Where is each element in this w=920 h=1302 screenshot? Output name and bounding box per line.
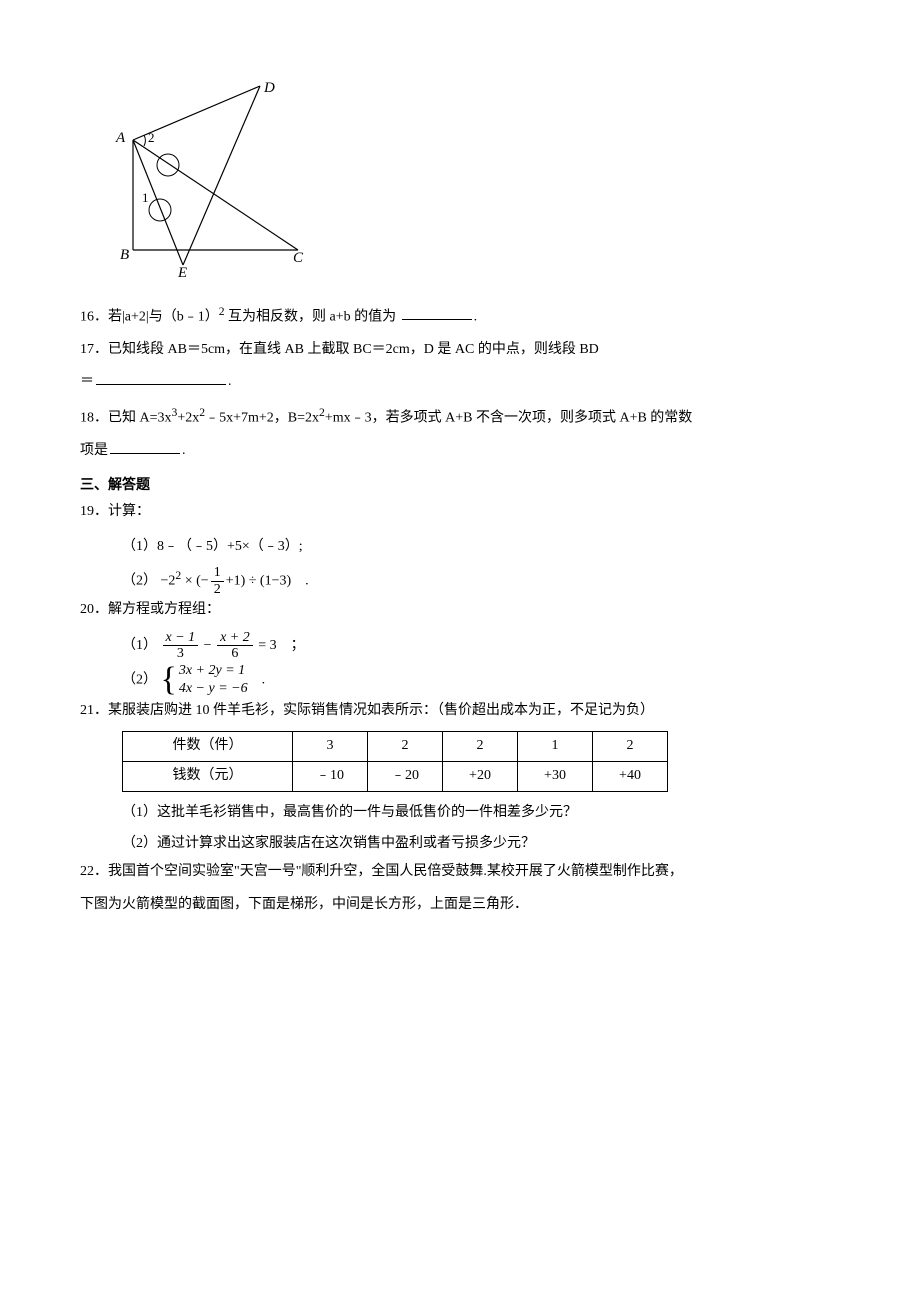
q20-f1: x − 13 [163, 630, 199, 662]
r2-label: 钱数（元） [123, 761, 293, 791]
r1c4: 1 [518, 731, 593, 761]
q19-p2-a: −2 [161, 574, 176, 589]
section3-header: 三、解答题 [80, 471, 840, 498]
q20-eq: = 3 [255, 638, 277, 653]
r1c1: 3 [293, 731, 368, 761]
q19-p2: （2） −2 2 × (−12+1) ÷ (1−3) . [122, 563, 840, 597]
r1c2: 2 [368, 731, 443, 761]
q20-eq1: 3x + 2y = 1 [179, 662, 248, 680]
q20-f2: x + 26 [217, 630, 253, 662]
q19-frac-den: 2 [211, 582, 224, 597]
r2c3: +20 [443, 761, 518, 791]
q21-title: 21．某服装店购进 10 件羊毛衫，实际销售情况如表所示：（售价超出成本为正，不… [80, 698, 840, 725]
q20-p1: （1） x − 13 − x + 26 = 3 ； [122, 630, 840, 662]
q19-p2-prefix: （2） [122, 574, 157, 589]
q20-eq2: 4x − y = −6 [179, 680, 248, 698]
q20-p2-suffix: . [248, 672, 266, 687]
q18-line2-prefix: 项是 [80, 443, 108, 458]
triangle-diagram-svg: A B C D E 1 2 [108, 80, 308, 280]
q18-line1: 18．已知 A=3x3+2x2﹣5x+7m+2，B=2x2+mx﹣3，若多项式 … [80, 402, 840, 432]
q19-title: 19．计算： [80, 499, 840, 526]
q20-f1-num: x − 1 [163, 630, 199, 646]
q19-p1: （1）8﹣（﹣5）+5×（﹣3）; [122, 532, 840, 563]
q18-b: +2x [177, 411, 199, 426]
q17-line2-suffix: . [228, 374, 232, 389]
q20-f2-den: 6 [217, 646, 253, 661]
q19-p2-c: +1) ÷ (1−3) [226, 574, 291, 589]
q20-p2-prefix: （2） [122, 672, 157, 687]
label-1: 1 [142, 190, 149, 205]
q15-diagram: A B C D E 1 2 [108, 80, 840, 291]
table-row: 件数（件） 3 2 2 1 2 [123, 731, 668, 761]
q19-p2-b: × (− [181, 574, 208, 589]
q18-line2-suffix: . [182, 443, 186, 458]
q17-line2-prefix: ＝ [80, 374, 94, 389]
q22-line1: 22．我国首个空间实验室"天宫一号"顺利升空，全国人民倍受鼓舞.某校开展了火箭模… [80, 859, 840, 886]
q17-line1: 17．已知线段 AB＝5cm，在直线 AB 上截取 BC＝2cm，D 是 AC … [80, 337, 840, 364]
q21-table: 件数（件） 3 2 2 1 2 钱数（元） ﹣10 ﹣20 +20 +30 +4… [122, 731, 668, 792]
label-E: E [177, 265, 187, 280]
q17-blank [96, 384, 226, 385]
r2c5: +40 [593, 761, 668, 791]
label-B: B [120, 247, 129, 263]
q20-p1-suffix: ； [277, 638, 305, 653]
q16-suffix: . [474, 309, 478, 324]
q20-title: 20．解方程或方程组： [80, 597, 840, 624]
q20-p1-prefix: （1） [122, 638, 157, 653]
table-row: 钱数（元） ﹣10 ﹣20 +20 +30 +40 [123, 761, 668, 791]
r2c1: ﹣10 [293, 761, 368, 791]
left-brace-icon: { [161, 663, 177, 697]
r1c5: 2 [593, 731, 668, 761]
q18-a: 18．已知 A=3x [80, 411, 172, 426]
q16: 16．若|a+2|与（b﹣1）2 互为相反数，则 a+b 的值为 . [80, 301, 840, 331]
label-2: 2 [148, 130, 155, 145]
label-C: C [293, 250, 304, 266]
q19-frac: 12 [211, 565, 224, 597]
label-A: A [115, 130, 126, 146]
q17-line2: ＝. [80, 369, 840, 396]
r2c2: ﹣20 [368, 761, 443, 791]
q16-prefix: 16．若|a+2|与（b﹣1） [80, 309, 219, 324]
label-D: D [263, 80, 275, 96]
q18-c: ﹣5x+7m+2，B=2x [205, 411, 319, 426]
q16-mid: 互为相反数，则 a+b 的值为 [225, 309, 400, 324]
r2c4: +30 [518, 761, 593, 791]
q19-frac-num: 1 [211, 565, 224, 581]
q21-s2: （2）通过计算求出这家服装店在这次销售中盈利或者亏损多少元？ [122, 829, 840, 860]
q16-blank [402, 319, 472, 320]
q20-f2-num: x + 2 [217, 630, 253, 646]
q18-blank [110, 453, 180, 454]
r1c3: 2 [443, 731, 518, 761]
q18-line2: 项是. [80, 438, 840, 465]
q20-f1-den: 3 [163, 646, 199, 661]
q20-p2: （2） { 3x + 2y = 1 4x − y = −6 . [122, 662, 840, 698]
q18-d: +mx﹣3，若多项式 A+B 不含一次项，则多项式 A+B 的常数 [325, 411, 692, 426]
q20-minus: − [200, 638, 215, 653]
q22-line2: 下图为火箭模型的截面图，下面是梯形，中间是长方形，上面是三角形． [80, 892, 840, 919]
r1-label: 件数（件） [123, 731, 293, 761]
q19-p2-suffix: . [291, 574, 309, 589]
q21-s1: （1）这批羊毛衫销售中，最高售价的一件与最低售价的一件相差多少元？ [122, 798, 840, 829]
q20-system: { 3x + 2y = 1 4x − y = −6 [161, 662, 248, 698]
